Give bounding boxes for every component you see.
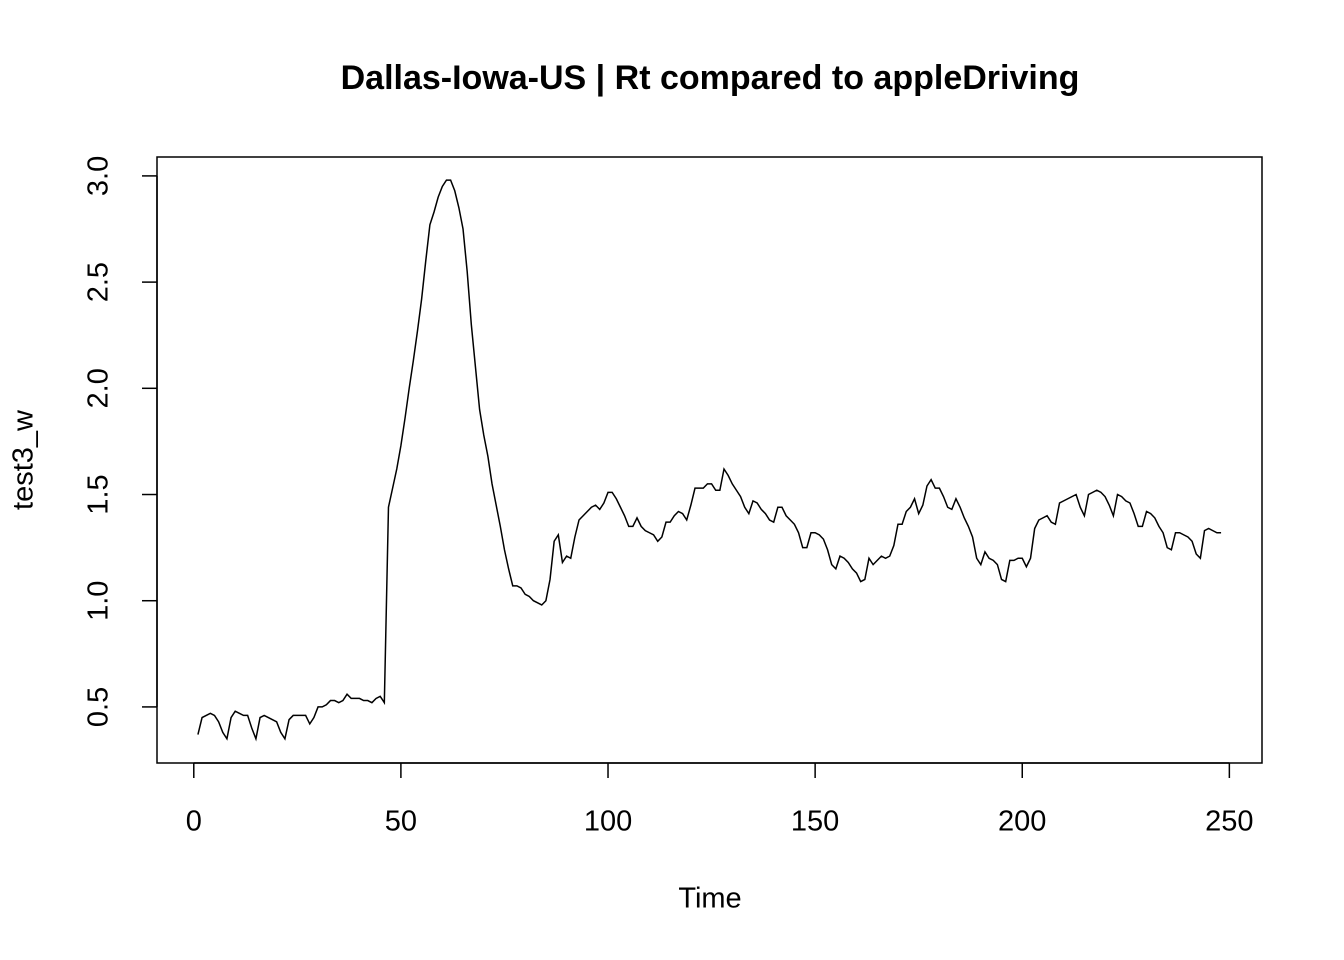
plot-frame <box>156 156 1263 764</box>
y-tick-label: 3.0 <box>83 156 115 196</box>
x-tick-label: 200 <box>998 806 1046 838</box>
x-tick-label: 150 <box>791 806 839 838</box>
y-tick-label: 2.5 <box>83 262 115 302</box>
x-tick-label: 0 <box>186 806 202 838</box>
x-tick-label: 50 <box>385 806 417 838</box>
y-tick-label: 1.0 <box>83 581 115 621</box>
chart-title: Dallas-Iowa-US | Rt compared to appleDri… <box>341 59 1080 97</box>
y-tick-label: 1.5 <box>83 474 115 514</box>
y-tick-label: 0.5 <box>83 687 115 727</box>
x-tick-label: 100 <box>584 806 632 838</box>
x-axis-label: Time <box>678 883 741 915</box>
y-tick-label: 2.0 <box>83 368 115 408</box>
x-tick-label: 250 <box>1205 806 1253 838</box>
y-axis-label: test3_w <box>8 409 40 510</box>
data-line <box>197 179 1222 742</box>
